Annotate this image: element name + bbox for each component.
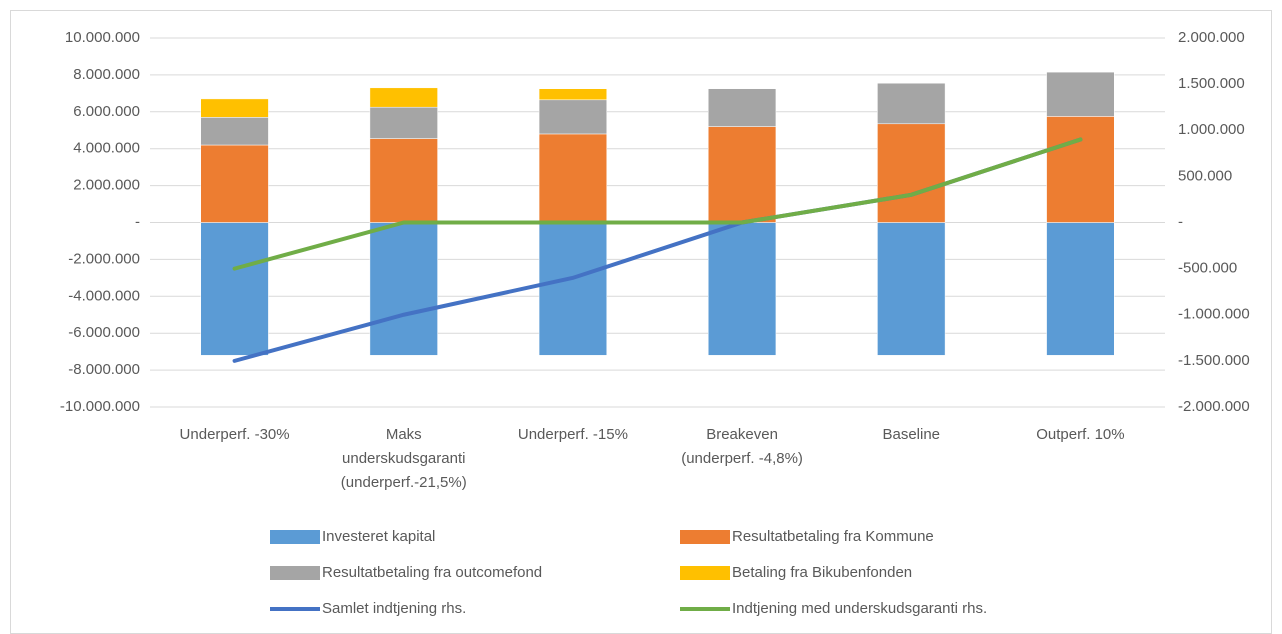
bar bbox=[1046, 71, 1115, 117]
legend-swatch bbox=[680, 530, 730, 544]
bar bbox=[538, 222, 607, 356]
legend-swatch bbox=[680, 566, 730, 580]
bar bbox=[1046, 116, 1115, 223]
bar bbox=[877, 123, 946, 223]
bar bbox=[877, 222, 946, 356]
y-tick-label: 10.000.000 bbox=[65, 29, 140, 46]
bar bbox=[369, 87, 438, 108]
bar bbox=[708, 222, 777, 356]
y-tick-label: -10.000.000 bbox=[60, 398, 140, 415]
bar bbox=[200, 98, 269, 118]
legend-label: Resultatbetaling fra Kommune bbox=[732, 528, 934, 545]
y2-tick-label: 1.000.000 bbox=[1178, 121, 1245, 138]
bar bbox=[369, 106, 438, 139]
bar bbox=[200, 117, 269, 146]
x-tick-label: Underperf. -30% bbox=[180, 426, 290, 443]
legend-swatch bbox=[270, 566, 320, 580]
legend-swatch bbox=[270, 530, 320, 544]
y2-tick-label: 1.500.000 bbox=[1178, 75, 1245, 92]
y2-tick-label: - bbox=[1178, 213, 1183, 230]
y-tick-label: 2.000.000 bbox=[73, 177, 140, 194]
bar bbox=[369, 138, 438, 223]
bar bbox=[538, 133, 607, 223]
x-tick-label: Breakeven (underperf. -4,8%) bbox=[681, 426, 803, 467]
y-tick-label: -6.000.000 bbox=[68, 324, 140, 341]
y2-tick-label: 500.000 bbox=[1178, 167, 1232, 184]
bar bbox=[200, 144, 269, 223]
bar bbox=[708, 88, 777, 127]
y-tick-label: -8.000.000 bbox=[68, 361, 140, 378]
x-tick-label: Baseline bbox=[882, 426, 940, 443]
bar bbox=[538, 88, 607, 101]
legend-label: Indtjening med underskudsgaranti rhs. bbox=[732, 600, 987, 617]
grid bbox=[150, 37, 1165, 408]
y2-tick-label: -1.500.000 bbox=[1178, 352, 1250, 369]
bar bbox=[708, 126, 777, 223]
x-tick-label: Maks underskudsgaranti (underperf.-21,5%) bbox=[341, 426, 467, 491]
legend-label: Investeret kapital bbox=[322, 528, 435, 545]
x-tick-label: Underperf. -15% bbox=[518, 426, 628, 443]
y-tick-label: - bbox=[135, 213, 140, 230]
legend-label: Betaling fra Bikubenfonden bbox=[732, 564, 912, 581]
y2-tick-label: -500.000 bbox=[1178, 260, 1237, 277]
line bbox=[232, 137, 1083, 271]
bar bbox=[877, 82, 946, 125]
y-tick-label: 8.000.000 bbox=[73, 66, 140, 83]
bar bbox=[1046, 222, 1115, 356]
bar bbox=[538, 99, 607, 135]
y2-tick-label: 2.000.000 bbox=[1178, 29, 1245, 46]
bar bbox=[200, 222, 269, 356]
bar bbox=[369, 222, 438, 356]
legend-label: Samlet indtjening rhs. bbox=[322, 600, 466, 617]
y-tick-label: 4.000.000 bbox=[73, 140, 140, 157]
legend-label: Resultatbetaling fra outcomefond bbox=[322, 564, 542, 581]
x-tick-label: Outperf. 10% bbox=[1036, 426, 1124, 443]
y2-tick-label: -2.000.000 bbox=[1178, 398, 1250, 415]
y2-tick-label: -1.000.000 bbox=[1178, 306, 1250, 323]
y-tick-label: -2.000.000 bbox=[68, 250, 140, 267]
y-tick-label: -4.000.000 bbox=[68, 287, 140, 304]
y-tick-label: 6.000.000 bbox=[73, 103, 140, 120]
